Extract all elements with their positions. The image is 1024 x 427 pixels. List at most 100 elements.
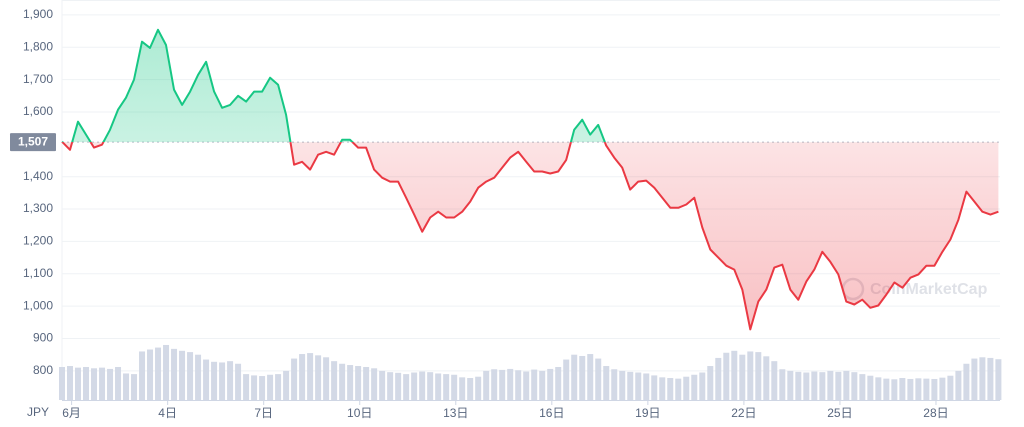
volume-bar <box>931 378 938 400</box>
volume-bar <box>491 369 498 400</box>
volume-bar <box>587 354 594 400</box>
volume-bar <box>123 373 130 400</box>
volume-bar <box>283 370 290 400</box>
volume-bar <box>899 377 906 400</box>
volume-bar <box>771 361 778 400</box>
volume-bar <box>763 356 770 400</box>
volume-bar <box>627 371 634 400</box>
volume-bar <box>379 370 386 400</box>
volume-bar <box>355 366 362 400</box>
volume-bar <box>611 369 618 400</box>
volume-bar <box>947 375 954 400</box>
x-tick-label: 28日 <box>923 406 948 420</box>
volume-bar <box>979 357 986 400</box>
volume-bar <box>363 366 370 400</box>
volume-bar <box>435 373 442 400</box>
volume-bar <box>891 379 898 400</box>
volume-bar <box>203 359 210 400</box>
volume-bar <box>83 366 90 400</box>
volume-bar <box>787 370 794 400</box>
volume-bar <box>427 372 434 400</box>
volume-bar <box>715 357 722 400</box>
volume-bar <box>507 368 514 400</box>
volume-bar <box>851 372 858 400</box>
price-line-up <box>61 28 606 143</box>
volume-bar <box>523 371 530 400</box>
volume-bar <box>579 355 586 400</box>
volume-bar <box>963 363 970 400</box>
y-tick-label: 1,000 <box>23 298 53 312</box>
volume-bar <box>819 372 826 400</box>
volume-bar <box>955 370 962 400</box>
volume-bar <box>323 357 330 400</box>
volume-bar <box>835 371 842 400</box>
volume-bar <box>691 374 698 400</box>
volume-bar <box>67 366 74 400</box>
volume-bar <box>443 374 450 400</box>
volume-bar <box>475 376 482 400</box>
x-tick-label: 19日 <box>635 406 660 420</box>
volume-bar <box>547 368 554 400</box>
volume-bar <box>811 371 818 400</box>
x-tick-label: 4日 <box>158 406 177 420</box>
volume-bar <box>419 371 426 400</box>
volume-bar <box>731 350 738 400</box>
volume-bar <box>555 366 562 400</box>
volume-bar <box>371 368 378 400</box>
volume-bar <box>995 359 1002 400</box>
volume-bar <box>171 348 178 400</box>
volume-bar <box>667 377 674 400</box>
volume-bar <box>651 375 658 400</box>
plot <box>61 28 1000 331</box>
volume-bar <box>483 370 490 400</box>
volume-bar <box>643 373 650 400</box>
y-tick-label: 1,900 <box>23 7 53 21</box>
volume-bar <box>595 358 602 400</box>
currency-label: JPY <box>27 405 49 419</box>
volume-bar <box>571 354 578 400</box>
volume-bar <box>107 368 114 400</box>
volume-bar <box>339 363 346 400</box>
volume-bar <box>747 351 754 400</box>
volume-bar <box>275 374 282 400</box>
volume-bar <box>267 374 274 400</box>
x-tick-label: 6月 <box>62 406 81 420</box>
volume-bar <box>411 372 418 400</box>
volume-bar <box>451 374 458 400</box>
volume-bar <box>259 376 266 400</box>
volume-bar <box>843 370 850 400</box>
y-tick-label: 1,300 <box>23 201 53 215</box>
volume-bar <box>307 353 314 400</box>
volume-bar <box>59 366 65 400</box>
volume-bar <box>179 350 186 400</box>
y-tick-label: 1,600 <box>23 104 53 118</box>
volume-bars <box>59 344 1002 400</box>
baseline-label: 1,507 <box>18 135 48 149</box>
volume-bar <box>403 374 410 400</box>
volume-bar <box>699 372 706 400</box>
volume-bar <box>739 354 746 400</box>
volume-bar <box>635 372 642 400</box>
y-tick-label: 1,800 <box>23 39 53 53</box>
volume-bar <box>563 359 570 400</box>
volume-bar <box>211 361 218 400</box>
axes: JPY 1,900 1,800 1,700 1,600 1,400 1,300 1,200 1… <box>10 7 1000 420</box>
volume-bar <box>779 369 786 400</box>
volume-bar <box>227 361 234 400</box>
volume-bar <box>115 366 122 400</box>
volume-bar <box>531 369 538 400</box>
volume-bar <box>803 372 810 400</box>
volume-bar <box>659 377 666 400</box>
volume-bar <box>155 347 162 400</box>
volume-bar <box>219 362 226 400</box>
x-tick-label: 25日 <box>827 406 852 420</box>
volume-bar <box>539 370 546 400</box>
volume-bar <box>987 357 994 400</box>
volume-bar <box>387 372 394 400</box>
baseline-label-box <box>10 133 56 152</box>
x-tick-label: 13日 <box>443 406 468 420</box>
volume-bar <box>291 358 298 400</box>
volume-bar <box>619 370 626 400</box>
volume-bar <box>939 377 946 400</box>
